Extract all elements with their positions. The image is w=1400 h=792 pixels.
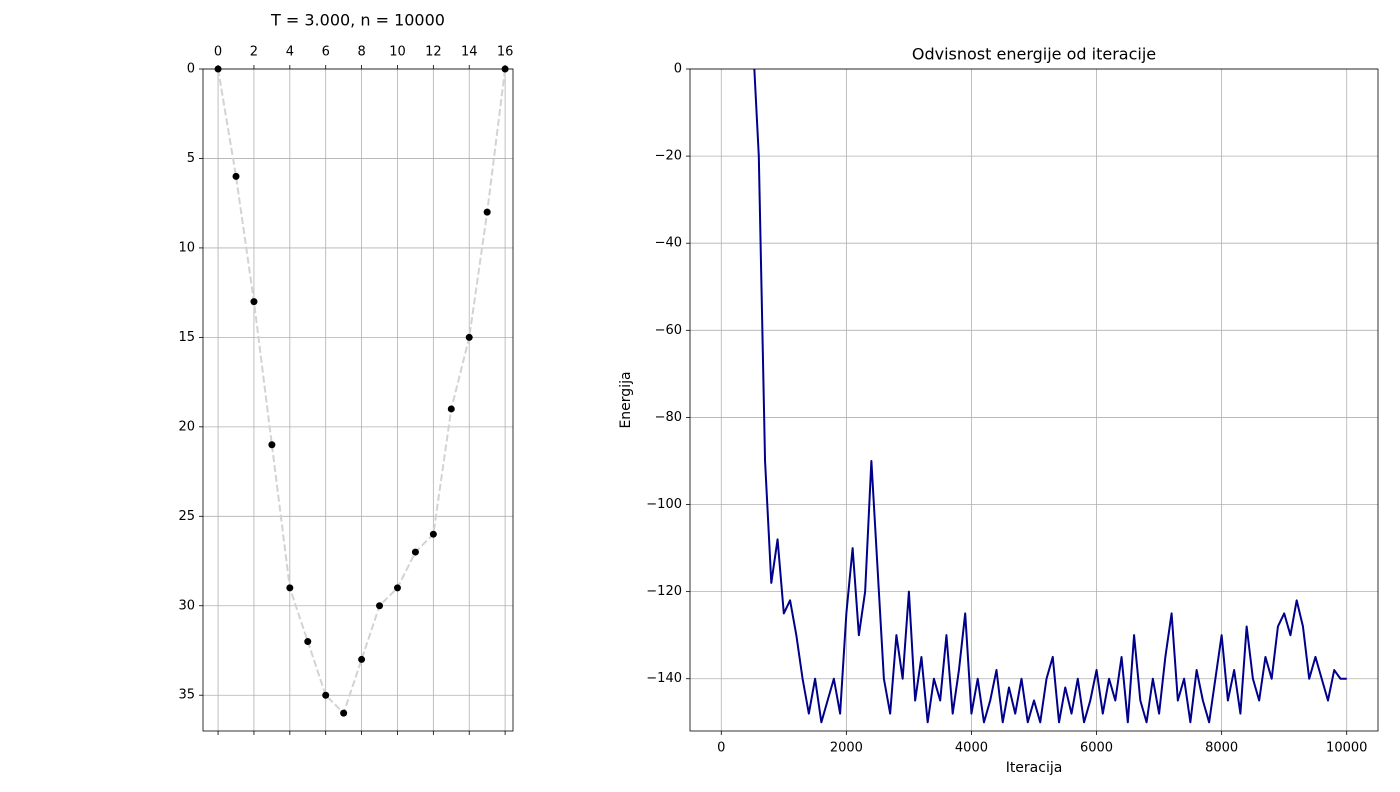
data-point [250,298,258,306]
x-tick-label: 16 [497,45,514,60]
data-point [429,530,437,538]
y-tick-label: −100 [646,497,682,512]
data-point [411,548,419,556]
x-tick-label: 2000 [830,741,863,756]
y-tick-label: 10 [178,240,195,255]
x-tick-label: 0 [717,741,725,756]
x-tick-label: 4 [286,45,294,60]
data-point [268,441,276,449]
y-axis-label: Energija [618,371,634,428]
data-point [322,691,330,699]
y-tick-label: −80 [655,410,682,425]
axes-frame [689,68,1379,732]
y-tick-label: 5 [187,151,195,166]
plot-area [753,69,1347,724]
y-tick-label: 0 [674,62,682,77]
data-point [340,709,348,717]
x-tick-label: 0 [214,45,222,60]
data-point [447,405,455,413]
x-tick-label: 4000 [955,741,988,756]
x-tick-label: 8000 [1205,741,1238,756]
y-tick-label: 35 [178,688,195,703]
x-tick-label: 8 [357,45,365,60]
y-tick-label: −120 [646,584,682,599]
data-line [753,69,1347,724]
data-line [217,69,507,715]
data-point [376,602,384,610]
x-tick-label: 6 [322,45,330,60]
data-point [393,584,401,592]
data-point [304,638,312,646]
y-tick-label: 0 [187,62,195,77]
x-tick-label: 10 [389,45,406,60]
x-tick-label: 12 [425,45,442,60]
x-tick-label: 6000 [1080,741,1113,756]
y-tick-label: −60 [655,323,682,338]
chart-title: Odvisnost energije od iteracije [912,45,1156,64]
y-tick-label: 15 [178,330,195,345]
x-axis-label: Iteracija [1006,760,1063,776]
x-tick-label: 2 [250,45,258,60]
y-tick-label: −20 [655,149,682,164]
y-tick-label: −140 [646,671,682,686]
x-tick-label: 14 [461,45,478,60]
y-tick-label: −40 [655,236,682,251]
axes-frame [202,68,514,732]
data-point [483,208,491,216]
y-tick-label: 20 [178,419,195,434]
data-point [232,172,240,180]
y-tick-label: 30 [178,598,195,613]
data-point [465,333,473,341]
data-point [286,584,294,592]
x-tick-label: 10000 [1326,741,1367,756]
chart-title: T = 3.000, n = 10000 [270,11,445,30]
plot-area [217,69,507,715]
y-tick-label: 25 [178,509,195,524]
data-point [358,655,366,663]
